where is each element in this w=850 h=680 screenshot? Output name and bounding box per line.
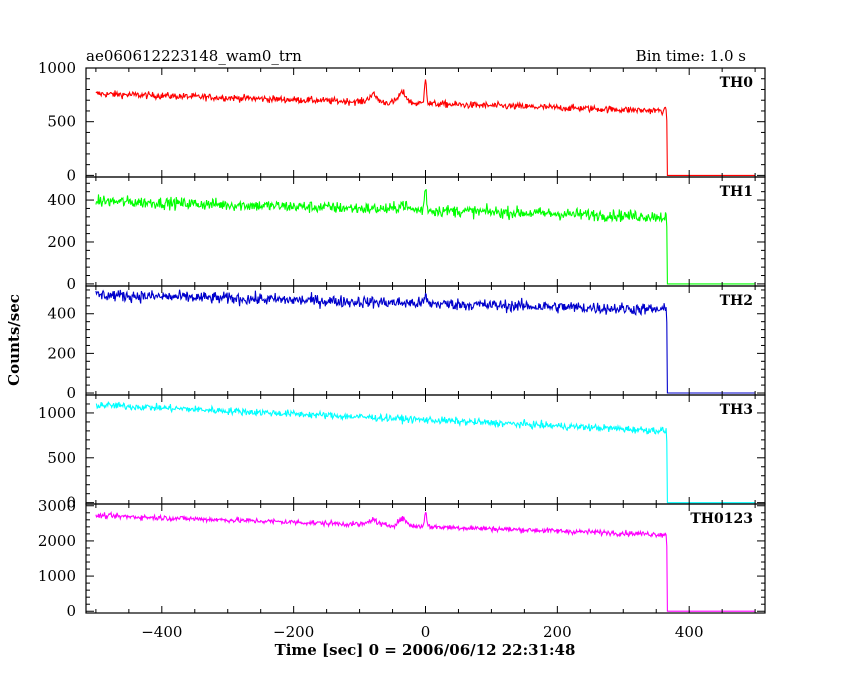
panel-th0123: 0 1000 2000 3000 TH0123	[38, 497, 766, 620]
panel-frame	[85, 67, 766, 178]
series-th3	[95, 401, 756, 504]
panel-th2: 0 200 400 TH2	[47, 285, 766, 402]
y-tick-label: 0	[66, 494, 76, 512]
panels-group: 0 500 1000 TH0 0 200 400 TH1 0 200 400 TH2 0 500 1000 T…	[38, 59, 766, 620]
panel-frame	[85, 285, 766, 396]
panel-th3: 0 500 1000 TH3	[38, 394, 766, 512]
panel-frame	[85, 503, 766, 614]
y-tick-label: 0	[66, 275, 76, 293]
y-tick-label: 400	[47, 305, 76, 323]
x-tick-label: −400	[141, 623, 182, 641]
y-tick-label: 0	[66, 602, 76, 620]
y-axis-title: Counts/sec	[5, 294, 23, 386]
y-tick-label: 500	[47, 449, 76, 467]
y-tick-label: 1000	[38, 59, 76, 77]
panel-label: TH3	[720, 402, 753, 418]
x-axis: −400 −200 0 200 400	[141, 623, 703, 641]
panel-label: TH1	[720, 184, 753, 200]
panel-frame	[85, 176, 766, 287]
series-th0	[95, 79, 756, 176]
y-tick-label: 400	[47, 191, 76, 209]
y-tick-label: 3000	[38, 497, 76, 515]
y-tick-label: 200	[47, 344, 76, 362]
series-th1	[95, 188, 756, 285]
x-tick-label: −200	[273, 623, 314, 641]
y-tick-label: 0	[66, 166, 76, 184]
series-th2	[95, 289, 756, 394]
y-tick-label: 200	[47, 233, 76, 251]
panel-label: TH2	[720, 293, 753, 309]
panel-frame	[85, 394, 766, 505]
y-tick-label: 0	[66, 384, 76, 402]
x-tick-label: 0	[421, 623, 431, 641]
y-tick-label: 2000	[38, 532, 76, 550]
panel-label: TH0	[720, 75, 754, 91]
bin-time-label: Bin time: 1.0 s	[636, 47, 746, 65]
panel-label: TH0123	[690, 511, 753, 527]
y-tick-label: 1000	[38, 567, 76, 585]
x-tick-label: 400	[675, 623, 704, 641]
panel-th0: 0 500 1000 TH0	[38, 59, 766, 184]
x-tick-label: 200	[543, 623, 572, 641]
panel-th1: 0 200 400 TH1	[47, 176, 766, 293]
x-axis-title: Time [sec] 0 = 2006/06/12 22:31:48	[275, 641, 576, 659]
y-tick-label: 1000	[38, 404, 76, 422]
y-tick-label: 500	[47, 113, 76, 131]
series-th0123	[95, 510, 756, 612]
chart-title: ae060612223148_wam0_trn	[86, 47, 302, 65]
